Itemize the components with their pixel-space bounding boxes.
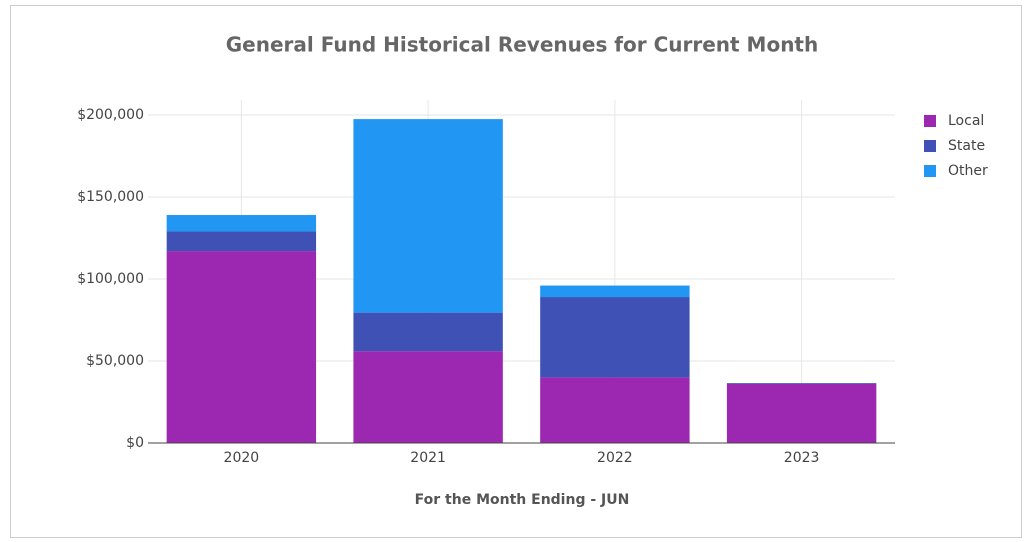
bar-segment bbox=[353, 351, 503, 443]
bar-segment bbox=[353, 119, 503, 313]
legend-swatch bbox=[924, 165, 936, 177]
frame bbox=[10, 5, 1022, 538]
bar-segment bbox=[726, 383, 877, 384]
legend-label: State bbox=[948, 138, 985, 154]
x-tick-label: 2021 bbox=[410, 450, 446, 466]
bar-segment bbox=[540, 285, 690, 298]
x-axis-title: For the Month Ending - JUN bbox=[415, 492, 630, 508]
bar-segment bbox=[166, 251, 317, 443]
legend-swatch bbox=[924, 140, 936, 152]
x-tick-label: 2020 bbox=[224, 450, 260, 466]
bar-segment bbox=[353, 312, 503, 352]
y-tick-label: $150,000 bbox=[77, 189, 144, 205]
y-tick-label: $100,000 bbox=[77, 271, 144, 287]
bar-segment bbox=[166, 215, 317, 232]
legend-swatch bbox=[924, 115, 936, 127]
x-tick-label: 2022 bbox=[597, 450, 633, 466]
bar-segment bbox=[166, 231, 317, 252]
y-tick-label: $200,000 bbox=[77, 107, 144, 123]
bar-segment bbox=[540, 297, 690, 378]
legend-label: Other bbox=[948, 163, 988, 179]
x-tick-label: 2023 bbox=[784, 450, 820, 466]
y-tick-label: $0 bbox=[126, 435, 144, 451]
bar-segment bbox=[726, 383, 877, 443]
bar-segment bbox=[540, 377, 690, 443]
chart-title: General Fund Historical Revenues for Cur… bbox=[226, 33, 818, 57]
y-tick-label: $50,000 bbox=[86, 353, 144, 369]
legend-label: Local bbox=[948, 113, 984, 129]
